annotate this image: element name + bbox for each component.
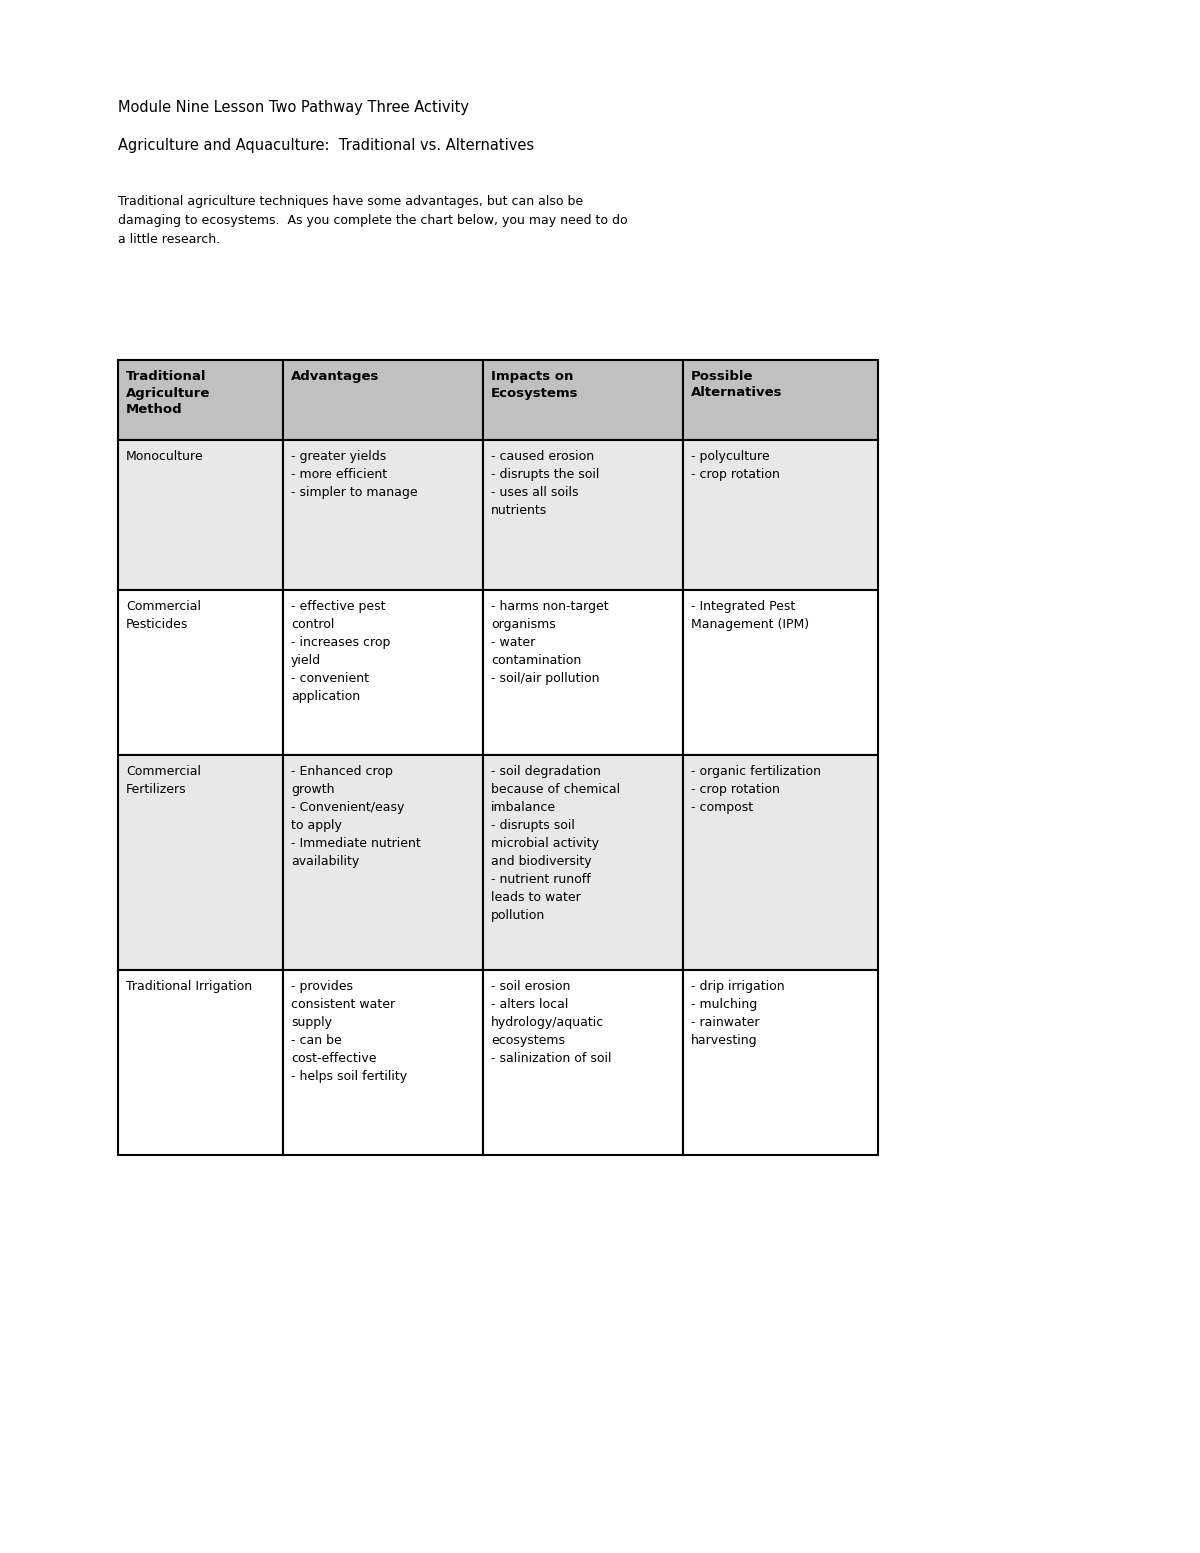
Text: Impacts on
Ecosystems: Impacts on Ecosystems	[491, 370, 578, 399]
Bar	[482, 755, 683, 971]
Bar	[283, 755, 482, 971]
Bar	[118, 439, 283, 590]
Text: Commercial
Pesticides: Commercial Pesticides	[126, 599, 202, 631]
Text: - soil degradation
because of chemical
imbalance
- disrupts soil
microbial activ: - soil degradation because of chemical i…	[491, 766, 620, 922]
Text: Agriculture and Aquaculture:  Traditional vs. Alternatives: Agriculture and Aquaculture: Traditional…	[118, 138, 534, 154]
Text: Monoculture: Monoculture	[126, 450, 204, 463]
Bar	[683, 971, 878, 1155]
Bar	[683, 439, 878, 590]
Text: - Enhanced crop
growth
- Convenient/easy
to apply
- Immediate nutrient
availabil: - Enhanced crop growth - Convenient/easy…	[292, 766, 421, 868]
Bar	[118, 360, 283, 439]
Bar	[482, 971, 683, 1155]
Text: - harms non-target
organisms
- water
contamination
- soil/air pollution: - harms non-target organisms - water con…	[491, 599, 608, 685]
Bar	[283, 360, 482, 439]
Bar	[118, 755, 283, 971]
Text: - organic fertilization
- crop rotation
- compost: - organic fertilization - crop rotation …	[691, 766, 821, 814]
Text: - caused erosion
- disrupts the soil
- uses all soils
nutrients: - caused erosion - disrupts the soil - u…	[491, 450, 599, 517]
Text: - Integrated Pest
Management (IPM): - Integrated Pest Management (IPM)	[691, 599, 809, 631]
Bar	[683, 360, 878, 439]
Text: - provides
consistent water
supply
- can be
cost-effective
- helps soil fertilit: - provides consistent water supply - can…	[292, 980, 407, 1082]
Bar	[482, 360, 683, 439]
Text: Traditional
Agriculture
Method: Traditional Agriculture Method	[126, 370, 210, 416]
Bar	[283, 590, 482, 755]
Text: Module Nine Lesson Two Pathway Three Activity: Module Nine Lesson Two Pathway Three Act…	[118, 99, 469, 115]
Bar	[118, 971, 283, 1155]
Text: Advantages: Advantages	[292, 370, 379, 384]
Text: Traditional Irrigation: Traditional Irrigation	[126, 980, 252, 992]
Bar	[683, 590, 878, 755]
Text: - greater yields
- more efficient
- simpler to manage: - greater yields - more efficient - simp…	[292, 450, 418, 499]
Text: - polyculture
- crop rotation: - polyculture - crop rotation	[691, 450, 780, 481]
Text: Commercial
Fertilizers: Commercial Fertilizers	[126, 766, 202, 797]
Text: - effective pest
control
- increases crop
yield
- convenient
application: - effective pest control - increases cro…	[292, 599, 390, 704]
Text: Traditional agriculture techniques have some advantages, but can also be
damagin: Traditional agriculture techniques have …	[118, 196, 628, 245]
Bar	[283, 971, 482, 1155]
Bar	[118, 590, 283, 755]
Bar	[683, 755, 878, 971]
Bar	[482, 590, 683, 755]
Text: - soil erosion
- alters local
hydrology/aquatic
ecosystems
- salinization of soi: - soil erosion - alters local hydrology/…	[491, 980, 612, 1065]
Bar	[283, 439, 482, 590]
Text: Possible
Alternatives: Possible Alternatives	[691, 370, 782, 399]
Text: - drip irrigation
- mulching
- rainwater
harvesting: - drip irrigation - mulching - rainwater…	[691, 980, 785, 1047]
Bar	[482, 439, 683, 590]
